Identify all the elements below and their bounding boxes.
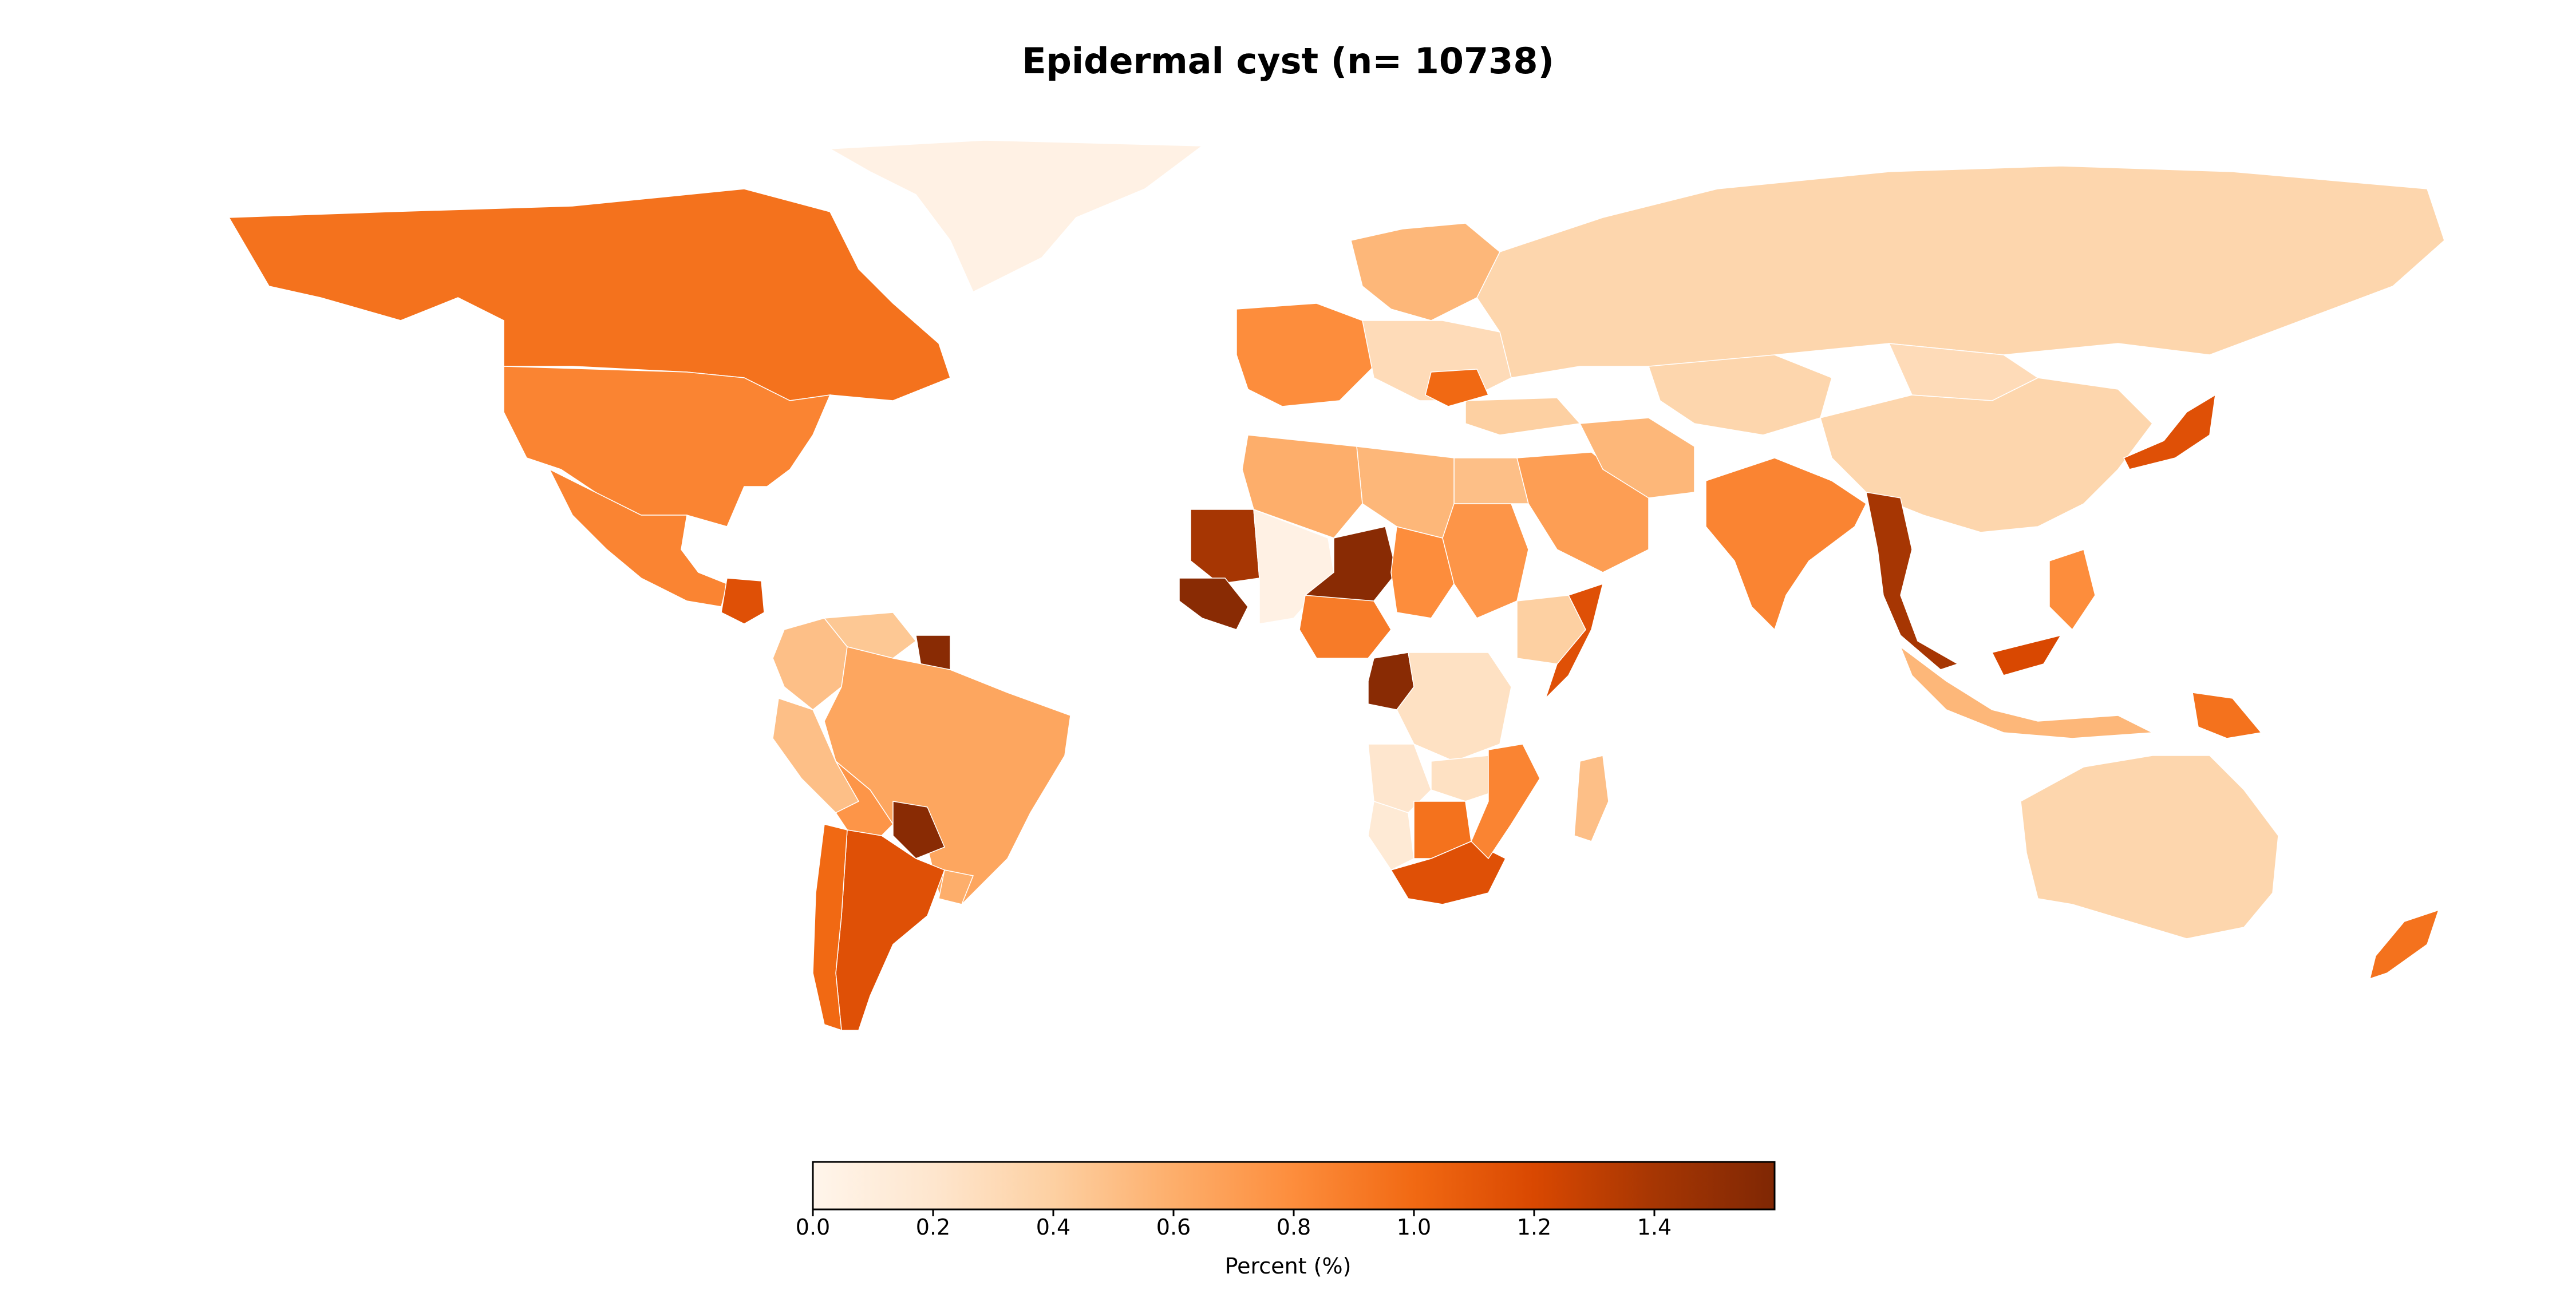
colorbar-tick-label-4: 0.8 (1276, 1215, 1311, 1240)
region-ethiopia (1516, 595, 1586, 665)
region-new-zealand (2369, 909, 2440, 980)
region-indonesia (1899, 645, 2154, 739)
colorbar-tick-label-1: 0.2 (915, 1215, 951, 1240)
colorbar-tick-label-6: 1.2 (1516, 1215, 1552, 1240)
region-paraguay (892, 801, 945, 859)
region-turkey (1465, 397, 1581, 436)
region-sudan (1442, 503, 1529, 619)
colorbar-tick-label-3: 0.6 (1156, 1215, 1191, 1240)
region-kazakhstan (1647, 354, 1832, 436)
region-mauritania (1190, 509, 1260, 584)
region-greenland (828, 140, 1204, 293)
region-nigeria (1299, 595, 1392, 659)
colorbar-ticks (812, 1209, 1656, 1216)
map-title: Epidermal cyst (n= 10738) (1022, 40, 1554, 82)
region-mongolia (1888, 343, 2039, 401)
region-scandinavia (1350, 223, 1500, 321)
colorbar-tick-label-7: 1.4 (1637, 1215, 1672, 1240)
region-guatemala (721, 578, 765, 624)
country-shapes (228, 140, 2445, 1031)
region-philippines (2049, 549, 2096, 631)
region-myanmar (1866, 492, 1959, 670)
region-australia (2020, 755, 2279, 939)
region-namibia (1368, 801, 1415, 871)
region-algeria (1242, 434, 1363, 539)
region-russia (1476, 165, 2445, 378)
region-madagascar (1574, 755, 1609, 842)
region-libya (1356, 446, 1455, 539)
region-egypt (1453, 457, 1529, 504)
region-papua-new-guinea (2192, 692, 2262, 739)
colorbar-tick-label-2: 0.4 (1036, 1215, 1071, 1240)
region-senegal (1179, 578, 1249, 630)
region-uruguay (938, 869, 974, 905)
region-western-europe (1236, 303, 1374, 407)
colorbar-tick-label-0: 0.0 (795, 1215, 831, 1240)
colorbar-label: Percent (%) (1224, 1253, 1352, 1279)
region-iran (1579, 417, 1695, 499)
region-japan (2123, 394, 2216, 470)
region-romania (1425, 369, 1490, 407)
colorbar (812, 1161, 1776, 1216)
region-india (1705, 457, 1867, 631)
region-malaysia (1991, 634, 2062, 676)
colorbar-gradient (812, 1161, 1776, 1211)
region-zambia (1431, 755, 1500, 802)
region-chile (812, 824, 848, 1031)
region-argentina (835, 829, 945, 1031)
region-mozambique (1471, 744, 1540, 860)
region-united-states (503, 366, 831, 527)
region-south-africa (1390, 841, 1507, 905)
colorbar-tick-label-5: 1.0 (1396, 1215, 1432, 1240)
